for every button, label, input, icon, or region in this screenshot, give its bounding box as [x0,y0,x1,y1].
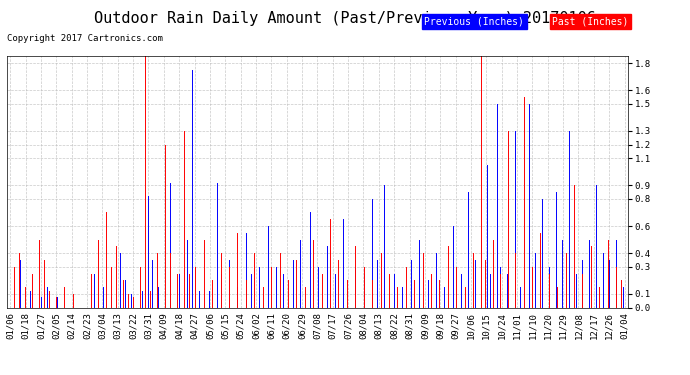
Text: Outdoor Rain Daily Amount (Past/Previous Year) 20170106: Outdoor Rain Daily Amount (Past/Previous… [94,11,596,26]
Text: Previous (Inches): Previous (Inches) [424,17,524,27]
Text: Copyright 2017 Cartronics.com: Copyright 2017 Cartronics.com [7,34,163,43]
Text: Past (Inches): Past (Inches) [552,17,629,27]
